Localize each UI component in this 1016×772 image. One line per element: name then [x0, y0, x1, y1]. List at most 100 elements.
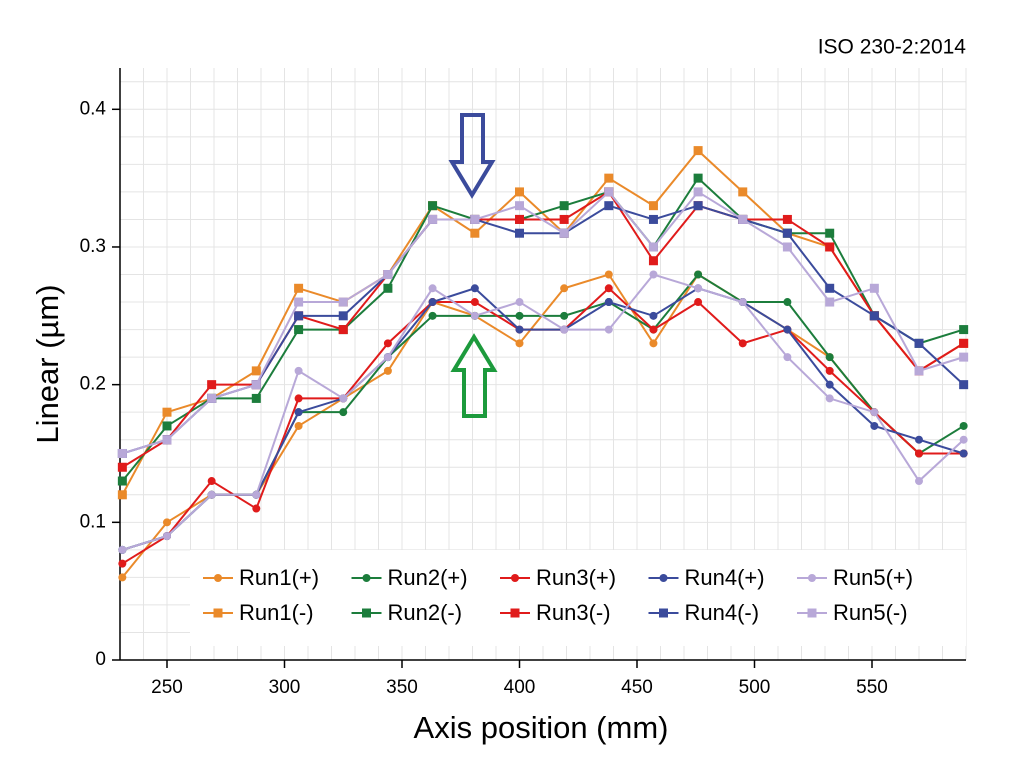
data-point: [515, 339, 524, 348]
data-point: [560, 311, 569, 320]
data-point: [783, 353, 792, 362]
data-point: [251, 366, 261, 376]
data-point: [915, 449, 923, 458]
legend-label: Run5(+): [833, 565, 913, 590]
legend-label: Run4(-): [685, 600, 760, 625]
legend-label: Run2(-): [388, 600, 463, 625]
legend-label: Run4(+): [685, 565, 765, 590]
data-point: [782, 214, 792, 224]
data-point: [117, 490, 127, 500]
data-point: [338, 311, 348, 321]
data-point: [738, 339, 747, 348]
data-point: [649, 270, 658, 279]
data-point: [959, 352, 969, 362]
series-line: [121, 176, 964, 482]
data-point: [163, 518, 171, 527]
data-point: [428, 284, 437, 293]
data-point: [693, 146, 703, 156]
x-tick-label: 350: [386, 677, 418, 698]
legend-marker: [808, 574, 816, 582]
legend-marker: [807, 608, 817, 618]
data-point: [470, 284, 479, 293]
data-point: [294, 325, 304, 335]
data-point: [428, 201, 438, 211]
data-point: [294, 408, 303, 417]
data-point: [694, 298, 703, 307]
data-point: [649, 311, 658, 320]
data-point: [294, 311, 304, 321]
data-point: [251, 393, 261, 403]
data-point: [915, 477, 923, 486]
data-point: [515, 298, 524, 307]
legend-marker: [362, 608, 371, 618]
up-arrow: [450, 333, 498, 418]
data-point: [870, 408, 879, 417]
data-point: [959, 421, 968, 430]
data-point: [738, 187, 748, 197]
data-point: [649, 325, 658, 334]
data-point: [559, 201, 569, 211]
data-point: [428, 311, 437, 320]
data-point: [515, 214, 524, 224]
data-point: [693, 187, 703, 197]
data-point: [162, 407, 172, 417]
data-point: [870, 421, 879, 430]
data-point: [117, 462, 127, 472]
y-tick-label: 0.3: [80, 236, 106, 257]
data-point: [604, 325, 613, 334]
data-point: [649, 339, 658, 348]
data-point: [162, 435, 172, 445]
data-point: [783, 325, 792, 334]
data-point: [383, 270, 393, 280]
legend-marker: [510, 608, 520, 618]
data-point: [825, 297, 835, 307]
data-point: [782, 242, 792, 252]
data-point: [959, 338, 969, 348]
legend-box: [190, 550, 966, 646]
data-point: [604, 284, 613, 293]
data-point: [959, 325, 969, 335]
data-point: [604, 187, 614, 197]
series-line: [122, 287, 964, 551]
data-point: [470, 298, 479, 307]
y-axis-label: Linear (µm): [30, 284, 65, 443]
data-point: [694, 270, 703, 279]
data-point: [515, 201, 524, 211]
legend-label: Run3(-): [536, 600, 611, 625]
data-point: [825, 242, 835, 252]
data-point: [604, 173, 614, 183]
y-tick-label: 0: [95, 649, 106, 670]
data-point: [782, 228, 792, 238]
y-tick-label: 0.1: [80, 511, 106, 532]
data-point: [515, 187, 524, 197]
data-point: [693, 201, 703, 211]
data-point: [118, 545, 127, 554]
legend-label: Run2(+): [388, 565, 468, 590]
data-point: [869, 311, 879, 321]
data-point: [825, 283, 835, 293]
data-point: [428, 298, 437, 307]
down-arrow: [448, 113, 496, 199]
data-point: [252, 490, 261, 499]
data-point: [515, 311, 524, 320]
data-point: [604, 270, 613, 279]
data-point: [694, 284, 703, 293]
data-point: [207, 380, 217, 390]
data-point: [470, 214, 480, 224]
data-point: [559, 228, 569, 238]
data-point: [339, 394, 348, 403]
data-point: [118, 559, 127, 568]
x-tick-label: 500: [739, 677, 771, 698]
series-line: [122, 190, 964, 455]
data-point: [648, 242, 658, 252]
data-point: [914, 338, 924, 348]
data-point: [825, 228, 835, 238]
data-point: [294, 421, 303, 430]
data-point: [207, 490, 216, 499]
legend-label: Run1(+): [239, 565, 319, 590]
data-point: [294, 394, 303, 403]
data-point: [825, 366, 834, 375]
data-point: [162, 421, 172, 431]
